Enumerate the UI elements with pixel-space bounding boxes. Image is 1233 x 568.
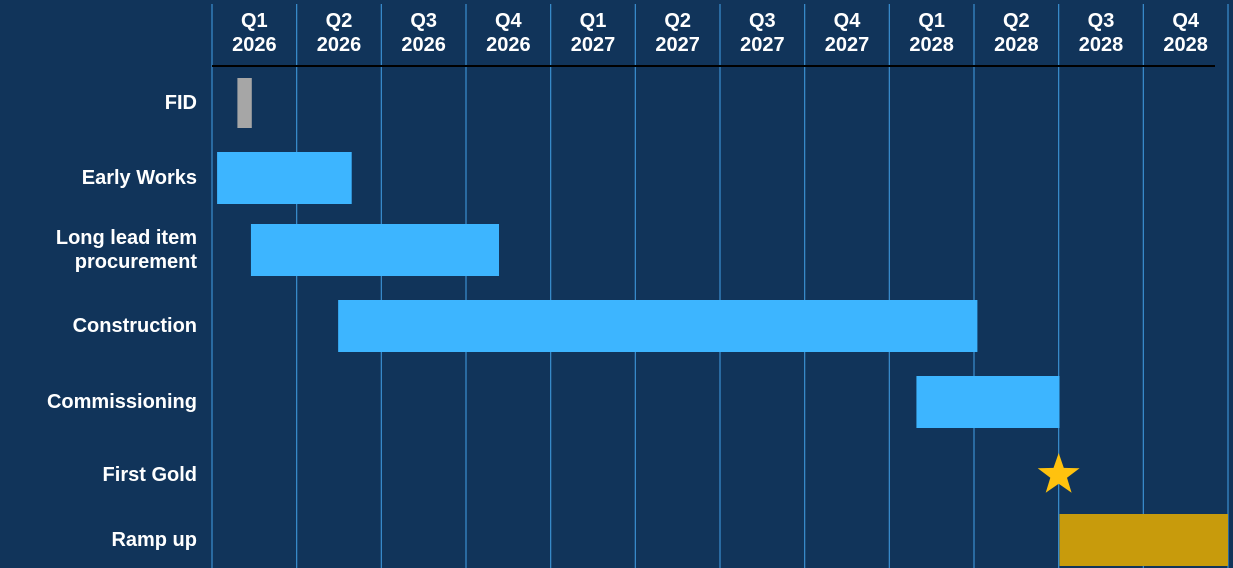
x-tick-label: Q3 2028 bbox=[1078, 10, 1124, 56]
x-tick-label: Q2 2026 bbox=[316, 10, 362, 56]
x-tick-label: Q2 2027 bbox=[655, 10, 700, 56]
task-label: First Gold bbox=[102, 464, 197, 486]
x-tick-label: Q2 2028 bbox=[994, 10, 1039, 56]
task-bar bbox=[250, 224, 500, 276]
task-label: Commissioning bbox=[46, 391, 197, 413]
task-bar bbox=[1059, 514, 1228, 566]
x-tick-label: Q3 2027 bbox=[740, 10, 785, 56]
x-tick-label: Q1 2026 bbox=[232, 10, 277, 56]
task-bar bbox=[338, 300, 978, 352]
task-bar bbox=[217, 152, 352, 204]
milestone bbox=[1037, 453, 1080, 493]
task-bar bbox=[916, 376, 1060, 428]
x-tick-label: Q1 2028 bbox=[909, 10, 954, 56]
task-label: FID bbox=[164, 92, 197, 114]
x-tick-label: Q4 2027 bbox=[824, 10, 870, 56]
task-label: Long lead item procurement bbox=[55, 227, 197, 273]
x-tick-label: Q4 2026 bbox=[486, 10, 531, 56]
task-label: Early Works bbox=[81, 167, 197, 189]
task-label: Construction bbox=[72, 315, 197, 337]
x-tick-label: Q4 2028 bbox=[1163, 10, 1208, 56]
x-tick-label: Q1 2027 bbox=[570, 10, 616, 56]
task-bar bbox=[237, 78, 252, 128]
x-tick-label: Q3 2026 bbox=[401, 10, 446, 56]
task-label: Ramp up bbox=[111, 529, 197, 551]
